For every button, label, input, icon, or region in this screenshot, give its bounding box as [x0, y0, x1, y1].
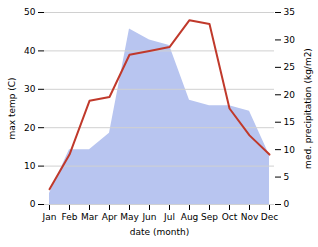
svg-text:Mar: Mar: [81, 212, 98, 222]
svg-text:20: 20: [284, 90, 296, 100]
svg-text:Oct: Oct: [222, 212, 238, 222]
svg-text:Nov: Nov: [241, 212, 259, 222]
svg-text:5: 5: [284, 172, 290, 182]
svg-text:20: 20: [24, 123, 36, 133]
svg-text:25: 25: [284, 62, 295, 72]
svg-text:Sep: Sep: [201, 212, 218, 222]
svg-text:35: 35: [284, 7, 295, 17]
svg-text:0: 0: [30, 199, 36, 209]
svg-text:0: 0: [284, 199, 290, 209]
svg-text:10: 10: [24, 161, 36, 171]
svg-text:Jun: Jun: [141, 212, 156, 222]
svg-text:Jan: Jan: [42, 212, 57, 222]
svg-text:May: May: [120, 212, 139, 222]
svg-text:30: 30: [284, 35, 296, 45]
svg-text:Feb: Feb: [62, 212, 78, 222]
svg-text:Apr: Apr: [102, 212, 118, 222]
svg-text:30: 30: [24, 84, 36, 94]
svg-text:Aug: Aug: [181, 212, 199, 222]
svg-text:date (month): date (month): [130, 227, 189, 237]
svg-text:med. precipitation (kg/m2): med. precipitation (kg/m2): [303, 48, 313, 169]
svg-text:40: 40: [24, 46, 36, 56]
svg-text:Jul: Jul: [163, 212, 175, 222]
svg-text:Dec: Dec: [261, 212, 278, 222]
svg-text:50: 50: [24, 7, 36, 17]
svg-text:max temp (C): max temp (C): [7, 77, 17, 139]
svg-text:10: 10: [284, 145, 296, 155]
svg-text:15: 15: [284, 117, 295, 127]
